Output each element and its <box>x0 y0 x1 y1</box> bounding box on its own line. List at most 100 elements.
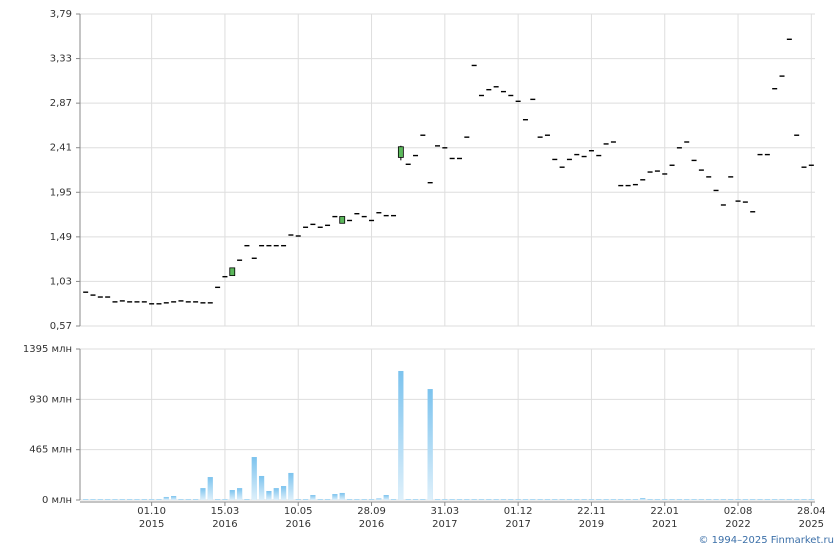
candle-body <box>207 302 213 304</box>
y-tick-label: 0 млн <box>42 495 72 506</box>
candle-body <box>493 86 499 88</box>
y-tick-label: 0,57 <box>50 321 72 332</box>
candle-body <box>669 164 675 166</box>
candle-body <box>361 215 367 218</box>
volume-bar-shade <box>720 499 726 500</box>
volume-bar-shade <box>786 499 792 500</box>
volume-bar-shade <box>127 499 133 500</box>
volume-bar-shade <box>236 488 243 500</box>
candle-body <box>684 141 690 143</box>
candle-body <box>127 301 133 303</box>
volume-bar-shade <box>728 499 734 500</box>
y-tick-label: 1,03 <box>50 276 72 287</box>
candle-body <box>397 146 404 158</box>
candle-body <box>119 300 125 302</box>
candle-body <box>193 301 199 303</box>
candle-body <box>654 170 660 172</box>
volume-bar-shade <box>295 499 301 500</box>
volume-bar-shade <box>537 499 543 500</box>
candle-body <box>588 150 594 152</box>
volume-bar-shade <box>581 499 587 500</box>
candle-body <box>405 163 411 165</box>
candle-body <box>735 200 741 202</box>
volume-bar-shade <box>427 389 433 500</box>
volume-bar-shade <box>625 499 631 500</box>
candle-body <box>471 64 477 67</box>
volume-bar-shade <box>222 499 228 500</box>
candle-body <box>244 244 250 247</box>
candle-body <box>779 75 785 77</box>
volume-bar-shade <box>185 499 191 500</box>
x-tick-label: 01.12 2017 <box>503 506 533 530</box>
candle-body <box>530 98 536 101</box>
x-tick-label: 02.08 2022 <box>723 506 753 530</box>
volume-bar-shade <box>669 499 675 500</box>
volume-bar-shade <box>794 499 800 500</box>
volume-bar-shade <box>141 499 147 500</box>
volume-bar-shade <box>757 499 763 500</box>
volume-bar-shade <box>288 472 294 500</box>
volume-bar-shade <box>478 499 485 500</box>
candle-body <box>500 90 506 93</box>
candle-body <box>200 302 206 304</box>
candle-body <box>794 134 800 136</box>
volume-bar-shade <box>215 499 221 500</box>
x-tick-label: 31.03 2017 <box>430 506 460 530</box>
volume-bar-shade <box>779 499 785 500</box>
volume-bar-shade <box>178 499 184 500</box>
candle-body <box>215 286 221 289</box>
candle-body <box>522 119 528 121</box>
volume-bar-shade <box>603 499 609 500</box>
candle-body <box>625 184 631 187</box>
candle-body <box>90 294 96 296</box>
volume-bar-shade <box>493 499 499 500</box>
volume-bar-shade <box>801 499 807 500</box>
volume-bar-shade <box>310 495 316 500</box>
volume-bar-shade <box>647 499 653 500</box>
candle-body <box>610 141 616 143</box>
volume-bar-shade <box>171 495 177 500</box>
candle-body <box>808 164 814 166</box>
candle-body <box>742 201 748 203</box>
volume-bar-shade <box>522 499 529 500</box>
volume-bar-shade <box>508 499 514 500</box>
candle-body <box>295 235 301 237</box>
volume-bar-shade <box>134 499 140 500</box>
x-tick-label: 28.09 2016 <box>357 506 386 530</box>
candle-body <box>647 171 653 173</box>
volume-bar-shade <box>515 499 521 500</box>
y-tick-label: 3,79 <box>50 9 72 20</box>
volume-bar-shade <box>83 499 89 500</box>
volume-bar-shade <box>544 499 551 500</box>
candle-body <box>310 223 316 226</box>
candle-body <box>640 179 646 181</box>
y-tick-label: 3,33 <box>50 54 72 65</box>
candle-body <box>464 136 470 138</box>
volume-bar-shade <box>193 499 199 500</box>
volume-bar-shade <box>596 499 602 500</box>
volume-bar-shade <box>654 499 661 500</box>
candle-body <box>134 301 140 303</box>
volume-bar-shade <box>412 499 419 500</box>
candle-body <box>266 244 272 247</box>
candle-body <box>339 216 346 224</box>
volume-bar-shade <box>207 477 213 500</box>
volume-bar-shade <box>552 499 558 500</box>
candle-body <box>728 176 734 178</box>
candle-body <box>427 181 433 184</box>
volume-bar-shade <box>105 499 111 500</box>
volume-bar-shade <box>149 499 155 500</box>
candle-body <box>691 159 697 162</box>
y-tick-label: 1,49 <box>50 232 72 243</box>
y-tick-label: 2,87 <box>50 98 72 109</box>
candle-body <box>442 147 448 149</box>
volume-bar-shade <box>420 499 426 500</box>
candle-body <box>581 155 587 158</box>
y-tick-label: 1395 млн <box>23 344 72 355</box>
candle-body <box>764 153 770 156</box>
x-tick-label: 15.03 2016 <box>210 506 240 530</box>
candle-body <box>698 169 704 171</box>
candle-body <box>566 158 572 161</box>
volume-bar-shade <box>486 499 492 500</box>
